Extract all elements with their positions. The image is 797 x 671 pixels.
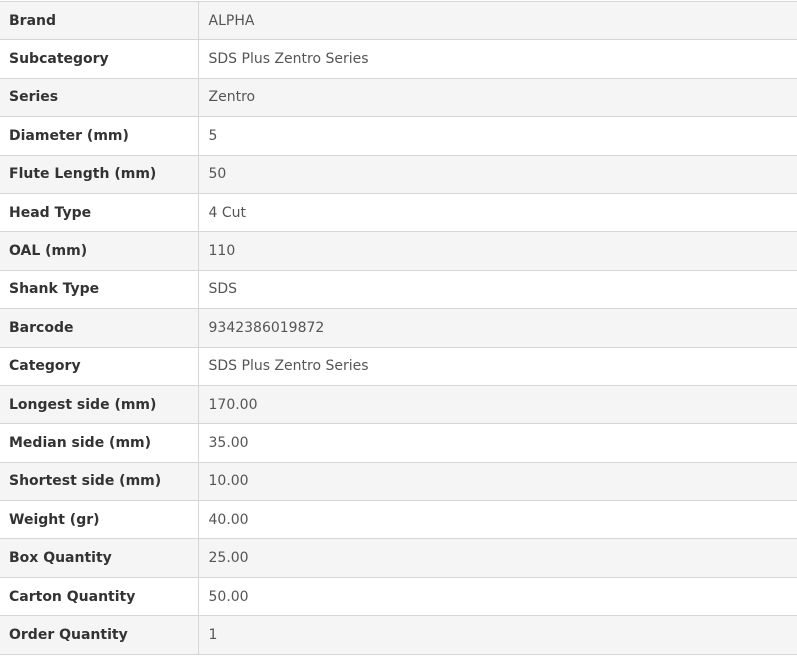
spec-value: 35.00 xyxy=(198,423,797,463)
spec-label: Weight (gr) xyxy=(0,500,199,540)
spec-row: Shank Type SDS xyxy=(0,269,797,310)
spec-row: Barcode 9342386019872 xyxy=(0,308,797,348)
spec-label: Barcode xyxy=(0,308,199,348)
spec-label: OAL (mm) xyxy=(0,231,199,271)
spec-value: 40.00 xyxy=(198,500,797,540)
spec-row: Order Quantity 1 xyxy=(0,615,797,655)
spec-label: Median side (mm) xyxy=(0,423,199,463)
spec-label: Shortest side (mm) xyxy=(0,461,199,502)
product-specs-table: Brand ALPHA Subcategory SDS Plus Zentro Ser… xyxy=(0,0,797,655)
spec-value: 50.00 xyxy=(198,576,797,617)
spec-label: Carton Quantity xyxy=(0,576,199,617)
spec-value: 25.00 xyxy=(198,538,797,578)
spec-value: Zentro xyxy=(198,77,797,118)
spec-label: Order Quantity xyxy=(0,615,199,655)
spec-value: 4 Cut xyxy=(198,192,797,233)
spec-label: Longest side (mm) xyxy=(0,384,199,425)
spec-label: Head Type xyxy=(0,192,199,233)
spec-row: Shortest side (mm) 10.00 xyxy=(0,461,797,502)
spec-value: 5 xyxy=(198,116,797,156)
spec-value: ALPHA xyxy=(198,0,797,41)
spec-value: 110 xyxy=(198,231,797,271)
spec-value: 1 xyxy=(198,615,797,655)
spec-label: Series xyxy=(0,77,199,118)
spec-row: OAL (mm) 110 xyxy=(0,231,797,271)
spec-value: 9342386019872 xyxy=(198,308,797,348)
spec-row: Brand ALPHA xyxy=(0,0,797,41)
spec-label: Shank Type xyxy=(0,269,199,310)
spec-row: Median side (mm) 35.00 xyxy=(0,423,797,463)
spec-row: Diameter (mm) 5 xyxy=(0,116,797,156)
spec-value: 50 xyxy=(198,154,797,194)
spec-value: 170.00 xyxy=(198,384,797,425)
spec-value: SDS xyxy=(198,269,797,310)
spec-label: Diameter (mm) xyxy=(0,116,199,156)
spec-row: Head Type 4 Cut xyxy=(0,192,797,233)
spec-label: Category xyxy=(0,346,199,386)
spec-row: Subcategory SDS Plus Zentro Series xyxy=(0,39,797,79)
spec-row: Flute Length (mm) 50 xyxy=(0,154,797,194)
spec-row: Category SDS Plus Zentro Series xyxy=(0,346,797,386)
spec-value: SDS Plus Zentro Series xyxy=(198,39,797,79)
spec-row: Longest side (mm) 170.00 xyxy=(0,384,797,425)
spec-label: Flute Length (mm) xyxy=(0,154,199,194)
spec-label: Box Quantity xyxy=(0,538,199,578)
spec-row: Box Quantity 25.00 xyxy=(0,538,797,578)
spec-value: SDS Plus Zentro Series xyxy=(198,346,797,386)
spec-label: Subcategory xyxy=(0,39,199,79)
spec-row: Series Zentro xyxy=(0,77,797,118)
spec-row: Carton Quantity 50.00 xyxy=(0,576,797,617)
spec-value: 10.00 xyxy=(198,461,797,502)
spec-row: Weight (gr) 40.00 xyxy=(0,500,797,540)
spec-label: Brand xyxy=(0,0,199,41)
